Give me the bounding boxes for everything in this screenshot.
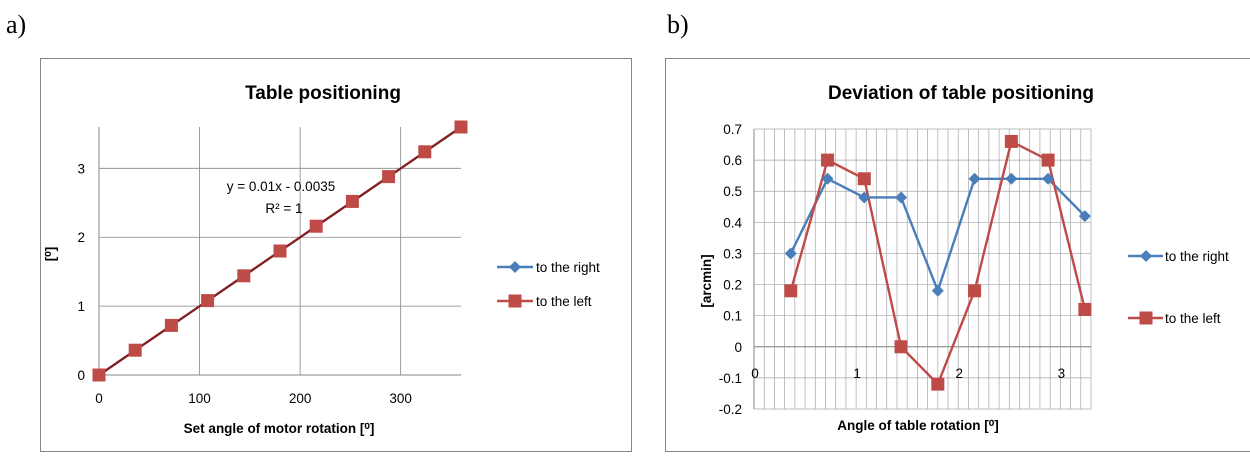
chart-a-point-2 xyxy=(309,219,323,233)
chart-b-xtick-label: 2 xyxy=(955,366,963,381)
chart-b-point-1 xyxy=(821,172,834,185)
chart-a-frame: Table positioning 0 100 200 300 0 1 2 3 y = 0.0… xyxy=(40,58,632,452)
chart-b-point-2 xyxy=(1004,134,1018,148)
chart-a-title: Table positioning xyxy=(245,83,401,104)
chart-a-trendline-r2: R² = 1 xyxy=(265,201,302,216)
chart-b-xtick-label: 1 xyxy=(853,366,861,381)
chart-b-ytick-label: -0.1 xyxy=(719,371,742,386)
chart-a-point-2 xyxy=(201,294,215,308)
chart-b-point-1 xyxy=(1078,210,1091,223)
chart-a-point-2 xyxy=(382,170,396,184)
chart-b-ylabel: [arcmin] xyxy=(699,254,714,307)
chart-b-point-1 xyxy=(858,191,871,204)
chart-b-point-1 xyxy=(931,284,944,297)
chart-a-xtick-label: 200 xyxy=(289,391,312,406)
chart-a-ytick-label: 2 xyxy=(77,230,85,245)
chart-b-xtick-label: 3 xyxy=(1058,366,1066,381)
chart-a-xtick-label: 0 xyxy=(95,391,103,406)
chart-a-xlabel: Set angle of motor rotation [⁰] xyxy=(184,421,375,436)
chart-a-point-2 xyxy=(237,269,251,283)
chart-b-point-1 xyxy=(784,247,797,260)
chart-b-legend-label-1: to the right xyxy=(1165,249,1229,264)
chart-a-point-2 xyxy=(345,194,359,208)
chart-b-legend-label-2: to the left xyxy=(1165,311,1221,326)
chart-b-ytick-label: 0.4 xyxy=(723,215,742,230)
chart-b-title: Deviation of table positioning xyxy=(828,83,1094,104)
chart-b-point-2 xyxy=(931,377,945,391)
chart-b-ytick-label: -0.2 xyxy=(719,402,742,417)
chart-b-point-2 xyxy=(1041,153,1055,167)
chart-b-ytick-label: 0 xyxy=(734,340,742,355)
chart-a-point-2 xyxy=(92,368,106,382)
chart-a-legend-label-1: to the right xyxy=(536,260,600,275)
chart-b-point-1 xyxy=(968,172,981,185)
chart-a-ylabel: [⁰] xyxy=(43,247,58,261)
chart-b-xlabel: Angle of table rotation [⁰] xyxy=(837,418,998,433)
chart-a-xtick-label: 300 xyxy=(389,391,412,406)
chart-b-ytick-label: 0.7 xyxy=(723,122,742,137)
chart-a-point-2 xyxy=(454,120,468,134)
panel-label-a: a) xyxy=(6,10,27,39)
chart-b-ytick-label: 0.2 xyxy=(723,278,742,293)
chart-b-point-2 xyxy=(857,172,871,186)
chart-b-xtick-label: 0 xyxy=(751,366,759,381)
chart-a-ytick-label: 0 xyxy=(77,368,85,383)
chart-b-point-2 xyxy=(894,340,908,354)
chart-b-point-1 xyxy=(895,191,908,204)
chart-a-legend-label-2: to the left xyxy=(536,294,592,309)
chart-b-ytick-label: 0.5 xyxy=(723,184,742,199)
chart-b-point-2 xyxy=(784,284,798,298)
chart-b-point-2 xyxy=(1078,302,1092,316)
chart-a-xtick-label: 100 xyxy=(188,391,211,406)
chart-b: Deviation of table positioning -0.2 -0.1 0… xyxy=(699,83,1229,433)
chart-b-point-1 xyxy=(1042,172,1055,185)
chart-b-ytick-label: 0.1 xyxy=(723,309,742,324)
chart-b-ytick-label: 0.6 xyxy=(723,153,742,168)
chart-a: Table positioning 0 100 200 300 0 1 2 3 y = 0.0… xyxy=(43,83,600,436)
chart-b-point-1 xyxy=(1005,172,1018,185)
chart-a-point-2 xyxy=(164,318,178,332)
chart-a-point-2 xyxy=(128,343,142,357)
chart-b-legend-marker-2 xyxy=(1139,311,1153,325)
chart-b-legend-marker-1 xyxy=(1140,250,1152,262)
chart-a-ytick-label: 3 xyxy=(77,161,85,176)
chart-a-trendline-equation: y = 0.01x - 0.0035 xyxy=(227,179,335,194)
chart-a-point-2 xyxy=(418,145,432,159)
chart-a-point-2 xyxy=(273,244,287,258)
chart-b-point-2 xyxy=(821,153,835,167)
chart-b-frame: Deviation of table positioning -0.2 -0.1 0… xyxy=(665,58,1250,452)
chart-a-ytick-label: 1 xyxy=(77,299,85,314)
chart-a-legend-marker-2 xyxy=(508,294,522,308)
chart-b-ytick-label: 0.3 xyxy=(723,246,742,261)
chart-a-legend-marker-1 xyxy=(509,261,521,273)
chart-b-point-2 xyxy=(968,284,982,298)
panel-label-b: b) xyxy=(667,10,689,39)
